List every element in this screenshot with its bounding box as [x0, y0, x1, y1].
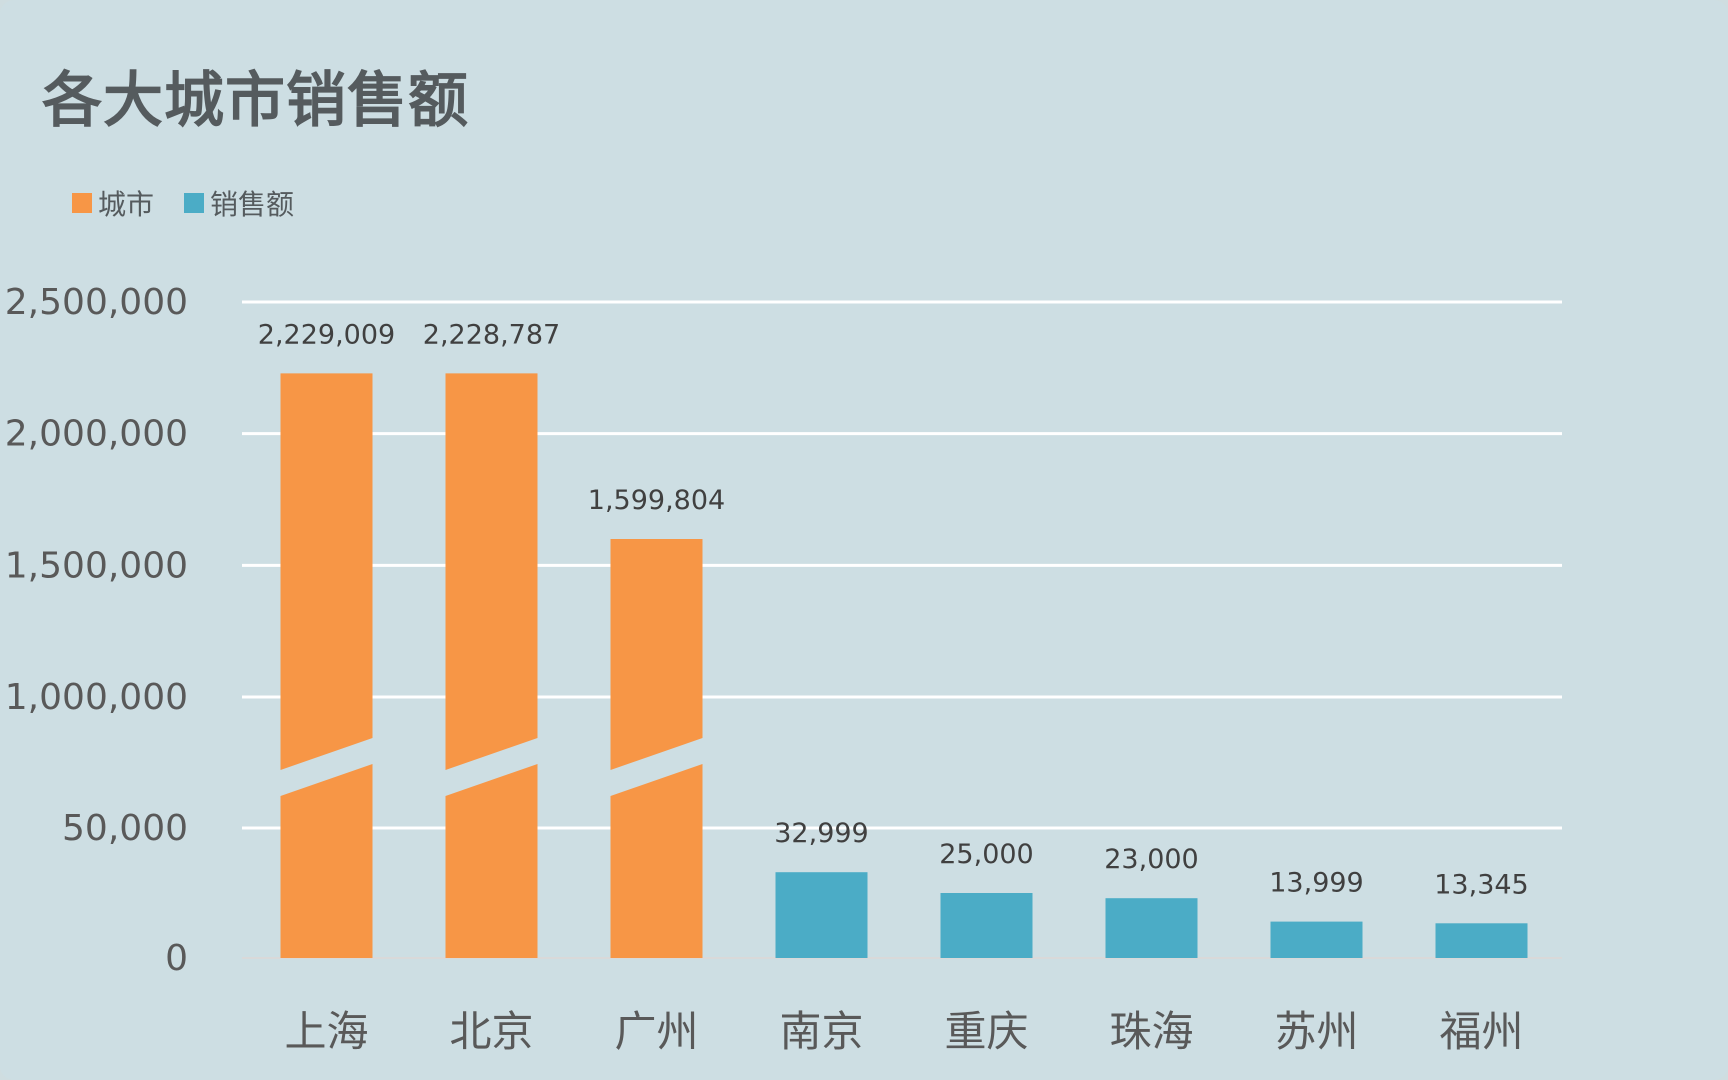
x-category-label: 重庆 [944, 1007, 1028, 1056]
y-tick-label: 2,500,000 [5, 282, 188, 323]
x-category-label: 北京 [449, 1007, 533, 1056]
bar-value-label: 32,999 [774, 818, 868, 849]
bar-value-label: 23,000 [1104, 844, 1198, 875]
bar-value-label: 2,228,787 [423, 319, 560, 350]
bar [940, 893, 1033, 958]
bar-lower-segment [610, 764, 703, 958]
chart-title: 各大城市销售额 [42, 66, 469, 136]
bar-upper-segment [280, 373, 373, 770]
bar-value-label: 25,000 [939, 839, 1033, 870]
x-category-label: 苏州 [1274, 1007, 1358, 1056]
legend-item-sales: 销售额 [184, 183, 294, 223]
x-category-label: 福州 [1439, 1007, 1523, 1056]
legend-label-sales: 销售额 [210, 188, 295, 221]
y-tick-label: 2,000,000 [5, 414, 188, 455]
x-category-label: 广州 [614, 1007, 698, 1056]
y-tick-label: 1,500,000 [5, 545, 188, 586]
bar-lower-segment [280, 764, 373, 958]
chart-legend: 城市 销售额 [72, 183, 324, 223]
x-category-label: 南京 [779, 1007, 863, 1056]
bar [775, 872, 868, 958]
bar [1105, 898, 1198, 958]
bar [1270, 921, 1363, 958]
bar-lower-segment [445, 764, 538, 958]
bar-value-label: 1,599,804 [588, 485, 725, 516]
x-category-label: 上海 [284, 1007, 368, 1056]
legend-swatch-sales [184, 193, 205, 213]
bar-value-label: 2,229,009 [258, 319, 395, 350]
bar-value-label: 13,345 [1434, 869, 1528, 900]
x-category-label: 珠海 [1109, 1007, 1193, 1056]
legend-item-city: 城市 [72, 183, 154, 223]
y-tick-label: 1,000,000 [5, 677, 188, 718]
legend-swatch-city [72, 193, 92, 213]
bar-upper-segment [445, 373, 538, 770]
bar [1435, 923, 1528, 958]
bar-value-label: 13,999 [1269, 868, 1363, 899]
y-tick-label: 0 [165, 938, 188, 979]
bar-upper-segment [610, 539, 703, 770]
y-tick-label: 50,000 [62, 808, 188, 849]
legend-label-city: 城市 [98, 188, 155, 221]
